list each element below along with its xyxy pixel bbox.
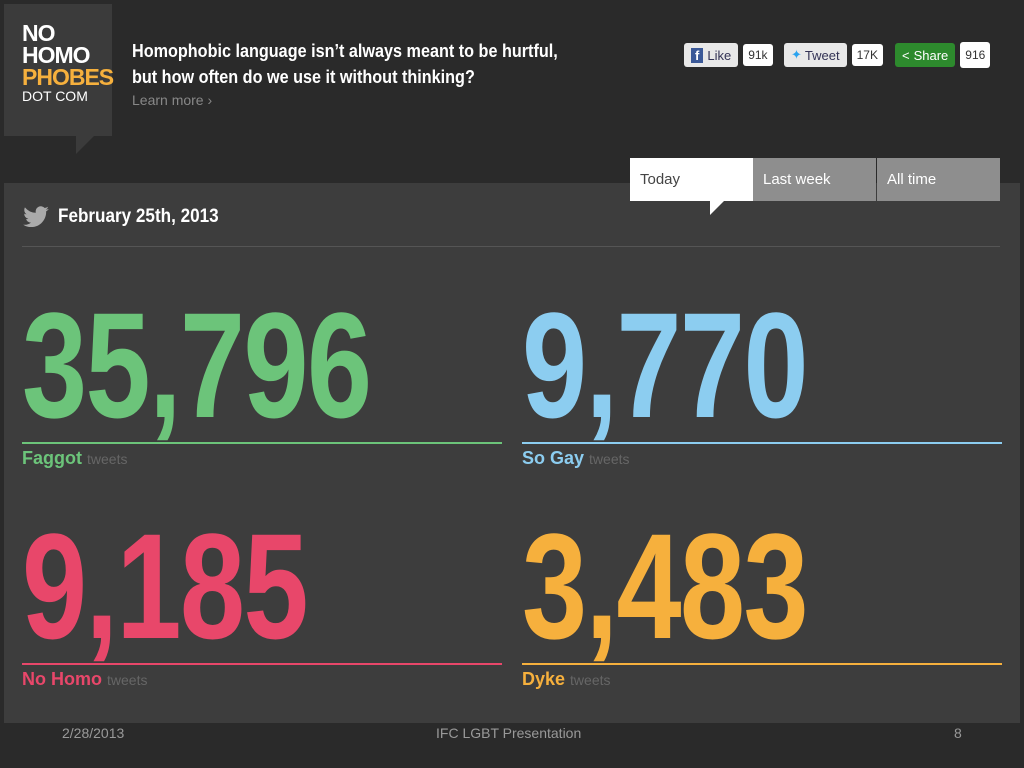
footer-page: 8 — [954, 725, 962, 741]
footer-title: IFC LGBT Presentation — [436, 725, 582, 741]
tab[interactable]: Today — [630, 158, 753, 201]
headline-line: but how often do we use it without think… — [132, 67, 475, 87]
tweet-label: Tweet — [804, 47, 840, 63]
learn-more[interactable]: Learn more › — [132, 92, 213, 108]
stat-term: So Gay — [522, 448, 585, 468]
tweet-button[interactable]: ✦ Tweet — [784, 43, 847, 67]
share-count: 916 — [960, 42, 991, 68]
twitter-icon — [23, 206, 49, 228]
stats-panel — [4, 183, 1020, 723]
stat-label: No Homo tweets — [22, 669, 147, 690]
stat-rule — [522, 663, 1002, 665]
stat-label: So Gay tweets — [522, 448, 630, 469]
tab[interactable]: Last week — [753, 158, 876, 201]
date: February 25th, 2013 — [58, 206, 219, 227]
stat-rule — [22, 442, 502, 444]
tab-pointer — [710, 201, 724, 215]
like-button[interactable]: f Like — [684, 43, 739, 67]
headline-line: Homophobic language isn’t always meant t… — [132, 41, 558, 61]
like-label: Like — [707, 47, 732, 63]
stat-label: Faggot tweets — [22, 448, 127, 469]
logo-line: PHOBES — [22, 64, 114, 90]
stat-rule — [22, 663, 502, 665]
stat-number: 9,770 — [522, 281, 809, 449]
stat-term: Dyke — [522, 669, 566, 689]
divider — [22, 246, 1000, 247]
footer-date: 2/28/2013 — [62, 725, 125, 741]
tweet-count: 17K — [851, 44, 883, 66]
stat-unit: tweets — [589, 451, 630, 467]
tweet-widget[interactable]: ✦ Tweet 17K — [784, 42, 883, 68]
like-widget[interactable]: f Like 91k — [684, 42, 773, 68]
stat-number: 9,185 — [22, 502, 309, 670]
logo[interactable]: NO HOMO PHOBES DOT COM — [4, 4, 114, 154]
stat-term: No Homo — [22, 669, 102, 689]
share-label: Share — [913, 47, 949, 63]
stat-unit: tweets — [570, 672, 611, 688]
logo-line: HOMO — [22, 42, 91, 68]
like-count: 91k — [743, 44, 773, 66]
stat-term: Faggot — [22, 448, 82, 468]
logo-line: DOT COM — [22, 88, 88, 104]
logo-line: NO — [22, 20, 56, 46]
share-button[interactable]: < Share — [895, 43, 956, 67]
tab[interactable]: All time — [877, 158, 1000, 201]
share-widget[interactable]: < Share 916 — [895, 42, 991, 68]
stat-label: Dyke tweets — [522, 669, 611, 690]
logo-pointer — [76, 136, 94, 154]
learn-more-text: Learn more — [132, 92, 204, 108]
stat-unit: tweets — [87, 451, 128, 467]
stat-rule — [522, 442, 1002, 444]
stat-number: 3,483 — [522, 502, 809, 670]
stat-unit: tweets — [107, 672, 148, 688]
headline: Homophobic language isn’t always meant t… — [132, 38, 558, 90]
stat-number: 35,796 — [22, 281, 372, 449]
